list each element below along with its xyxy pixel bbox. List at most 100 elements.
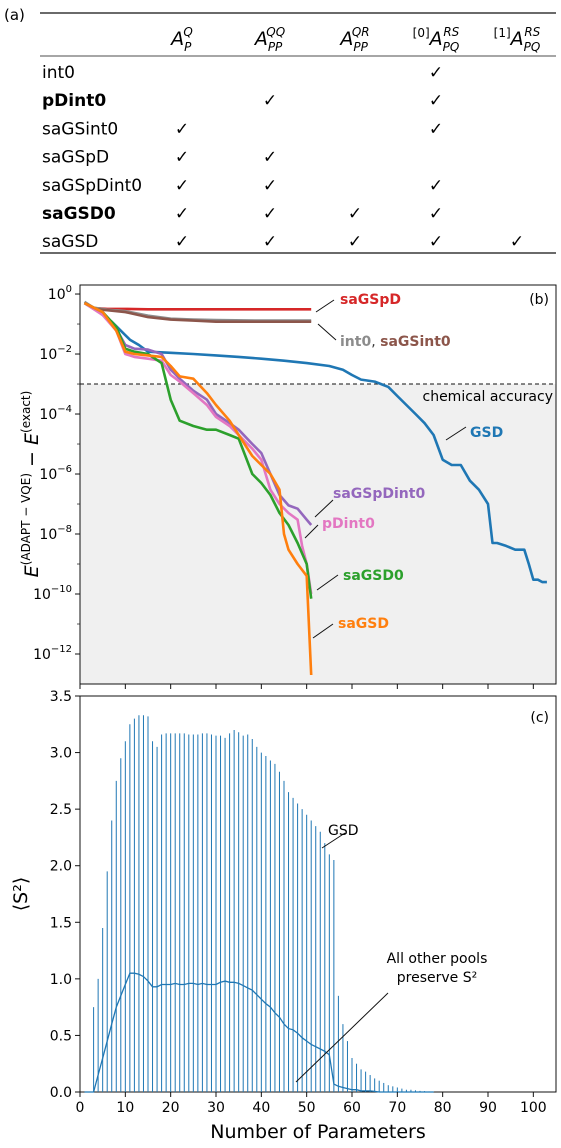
- c-xtick-label: 30: [207, 1100, 225, 1116]
- c-xtick-label: 100: [520, 1100, 547, 1116]
- header-3-sup: QR: [352, 25, 370, 39]
- header-1-sup: Q: [183, 25, 192, 39]
- table-header-4: [0]APQRS: [413, 25, 460, 54]
- label-pDint0: pDint0: [322, 516, 375, 532]
- panel-c-xticks: 0 10 20 30 40 50 60 70 80 90 100: [76, 1092, 547, 1116]
- table-row-label: pDint0: [42, 91, 106, 111]
- table-row-label: saGSD0: [42, 204, 116, 224]
- panel-b: chemical accuracy (b) 10010−210−410−610−…: [19, 284, 557, 689]
- annotation-others-leader: [295, 992, 389, 1083]
- leader-pDint0: [304, 524, 319, 539]
- table-check: ✓: [429, 204, 443, 224]
- chemical-accuracy-label: chemical accuracy: [423, 389, 554, 405]
- ylabel-b-e2: E: [21, 433, 43, 445]
- header-5-sup: RS: [524, 25, 540, 39]
- b-ytick-label-exp: 0: [66, 284, 72, 295]
- b-ytick-label-base: 10: [33, 587, 51, 603]
- table-check: ✓: [263, 148, 277, 168]
- b-ytick-label-exp: −12: [51, 644, 72, 655]
- b-ytick-label: 10−4: [39, 404, 72, 423]
- leader-int0: [317, 323, 337, 341]
- leader-saGSD: [312, 623, 334, 639]
- label-saGSD: saGSD: [338, 616, 389, 632]
- table-panel: (a) APQ APPQQ APPQR [0]APQRS [1]APQRS in…: [4, 6, 556, 254]
- table-check: ✓: [263, 232, 277, 252]
- header-4-a: A: [428, 28, 443, 50]
- b-ytick-label: 10−10: [33, 584, 72, 603]
- panel-b-series: [83, 300, 547, 676]
- header-5-a: A: [509, 28, 524, 50]
- panel-b-series-labels: saGSpD int0, saGSint0 GSD saGSpDint0 pDi…: [322, 292, 503, 632]
- table-rows: int0 ✓ pDint0 ✓ ✓ saGSint0 ✓ ✓ saGSpD ✓ ✓ saGSpDint…: [42, 63, 524, 252]
- table-row-label: saGSpDint0: [42, 176, 142, 196]
- c-ytick-label: 1.5: [50, 915, 72, 931]
- annotation-others-line2: preserve S²: [397, 970, 477, 986]
- c-xtick-label: 40: [252, 1100, 270, 1116]
- header-1-sub: P: [184, 40, 192, 54]
- c-xtick-label: 20: [162, 1100, 180, 1116]
- c-xtick-label: 80: [434, 1100, 452, 1116]
- b-ytick-label: 10−6: [39, 464, 72, 483]
- table-row-label: saGSD: [42, 232, 98, 252]
- c-xtick-label: 70: [388, 1100, 406, 1116]
- header-4-pre: [0]: [413, 26, 430, 40]
- b-ytick-label-base: 10: [39, 407, 57, 423]
- panel-c-frame: [79, 695, 557, 1093]
- c-ytick-label: 0.0: [50, 1085, 72, 1101]
- ylabel-b-sup1: (ADAPT − VQE): [19, 473, 33, 565]
- c-ytick-label: 3.0: [50, 746, 72, 762]
- panel-c: (c) 0.0 0.5 1.0 1.5 2.0 2.5 3.0 3.5 0 10 20 30 40 50…: [10, 689, 557, 1143]
- table-check: ✓: [175, 204, 189, 224]
- c-ytick-label: 3.5: [50, 689, 72, 705]
- table-row-label: saGSint0: [42, 119, 118, 139]
- header-5-pre: [1]: [494, 26, 511, 40]
- panel-label-b: (b): [529, 292, 549, 308]
- c-ytick-label: 0.5: [50, 1028, 72, 1044]
- series-line-saGSpDint0: [83, 301, 313, 526]
- b-ytick-label-exp: −2: [57, 344, 72, 355]
- series-line-saGSD: [83, 301, 313, 676]
- label-comma: ,: [371, 334, 380, 350]
- table-check: ✓: [175, 119, 189, 139]
- table-header-1: APQ: [169, 25, 193, 54]
- annotation-GSD: GSD: [328, 823, 359, 839]
- table-header-2: APPQQ: [253, 25, 285, 54]
- header-2-sup: QQ: [266, 25, 285, 39]
- ylabel-b-minus: −: [21, 445, 43, 473]
- table-check: ✓: [429, 176, 443, 196]
- leader-saGSpD: [315, 299, 335, 313]
- table-check: ✓: [510, 232, 524, 252]
- table-check: ✓: [175, 232, 189, 252]
- panel-label-c: (c): [530, 710, 549, 726]
- ylabel-b-sup2: (exact): [19, 391, 33, 433]
- table-check: ✓: [429, 232, 443, 252]
- panel-b-leaders: [304, 299, 467, 639]
- panel-c-xlabel: Number of Parameters: [210, 1121, 425, 1143]
- label-int0: int0: [340, 334, 371, 350]
- label-saGSpDint0: saGSpDint0: [333, 486, 425, 502]
- table-check: ✓: [263, 91, 277, 111]
- table-check: ✓: [429, 91, 443, 111]
- table-check: ✓: [263, 176, 277, 196]
- table-check: ✓: [348, 204, 362, 224]
- b-ytick-label-base: 10: [33, 647, 51, 663]
- b-ytick-label-exp: −4: [57, 404, 72, 415]
- table-check: ✓: [429, 63, 443, 83]
- series-line-saGSD0: [83, 301, 313, 599]
- label-GSD: GSD: [470, 425, 503, 441]
- c-xtick-label: 10: [116, 1100, 134, 1116]
- label-int0-group: int0, saGSint0: [340, 334, 451, 350]
- annotation-others-line1: All other pools: [387, 951, 488, 967]
- panel-b-xticks: [79, 684, 534, 689]
- b-ytick-label-exp: −10: [51, 584, 72, 595]
- table-check: ✓: [429, 119, 443, 139]
- panel-label-a: (a): [4, 6, 25, 24]
- table-check: ✓: [175, 148, 189, 168]
- series-line-pDint0: [83, 302, 313, 595]
- b-ytick-label: 10−2: [39, 344, 72, 363]
- table-check: ✓: [348, 232, 362, 252]
- c-xtick-label: 90: [479, 1100, 497, 1116]
- leader-GSD: [445, 426, 467, 441]
